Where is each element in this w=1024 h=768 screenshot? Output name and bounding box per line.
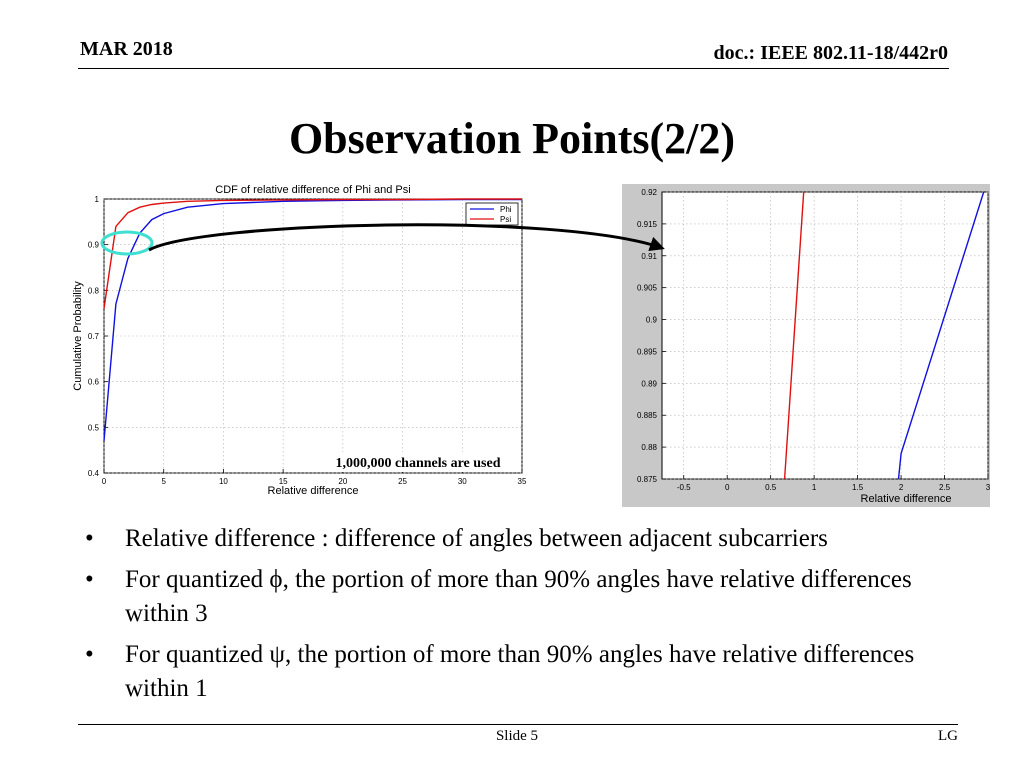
zoom-ytick-label: 0.875 xyxy=(637,475,658,484)
zoom-chart: -0.5 0 0.5 1 1.5 2 2.5 3 0.875 0.88 0.885 0.89 0.895… xyxy=(622,184,991,507)
zoom-xtick-label: 3 xyxy=(986,483,991,492)
bullet-list: • Relative difference : difference of ang… xyxy=(85,522,965,713)
bullet-text: For quantized ϕ, the portion of more tha… xyxy=(125,566,912,627)
bullet-item: • For quantized ψ, the portion of more th… xyxy=(85,638,965,706)
zoom-xtick-label: 1 xyxy=(812,483,817,492)
annotation-background xyxy=(316,452,520,472)
cdf-chart: 0 5 10 15 20 25 30 35 0.4 0.5 0.6 0.7 0.8 0.9 1 CDF of… xyxy=(72,184,527,497)
cdf-xtick-label: 5 xyxy=(161,477,166,486)
bullet-text: Relative difference : difference of angl… xyxy=(125,525,828,552)
bullet-item: • For quantized ϕ, the portion of more th… xyxy=(85,563,965,631)
zoom-xtick-label: 0.5 xyxy=(765,483,777,492)
zoom-xtick-label: -0.5 xyxy=(677,483,691,492)
zoom-series-line-phi xyxy=(783,191,805,480)
cdf-ytick-label: 1 xyxy=(95,195,100,204)
zoom-series-line-psi xyxy=(897,191,985,480)
zoom-xtick-label: 2.5 xyxy=(939,483,951,492)
zoom-ytick-label: 0.91 xyxy=(641,252,657,261)
legend-label-psi: Psi xyxy=(500,215,511,224)
zoom-ytick-label: 0.895 xyxy=(637,347,658,356)
zoom-ytick-label: 0.905 xyxy=(637,284,658,293)
cdf-title: CDF of relative difference of Phi and Ps… xyxy=(215,184,410,196)
zoom-ytick-label: 0.89 xyxy=(641,379,657,388)
cdf-ytick-label: 0.5 xyxy=(88,423,100,432)
bullet-text: For quantized ψ, the portion of more tha… xyxy=(125,641,915,702)
cdf-xlabel: Relative difference xyxy=(268,485,359,497)
zoom-xtick-label: 0 xyxy=(725,483,730,492)
zoom-ytick-label: 0.88 xyxy=(641,443,657,452)
cdf-annotation: 1,000,000 channels are used xyxy=(335,456,500,471)
cdf-xtick-label: 15 xyxy=(279,477,288,486)
footer-company: LG xyxy=(938,728,958,744)
bullet-symbol: • xyxy=(85,525,94,552)
slide-title: Observation Points(2/2) xyxy=(288,114,736,163)
cdf-legend: Phi Psi xyxy=(465,202,519,226)
cdf-series-line-psi xyxy=(103,198,522,309)
cdf-ytick-label: 0.6 xyxy=(88,378,100,387)
header-date: MAR 2018 xyxy=(80,38,173,60)
bullet-item: • Relative difference : difference of ang… xyxy=(85,522,965,556)
slide-number: Slide 5 xyxy=(495,728,539,744)
zoom-ytick-label: 0.92 xyxy=(641,188,657,197)
zoom-xtick-label: 2 xyxy=(899,483,904,492)
cdf-xtick-label: 20 xyxy=(338,477,347,486)
zoom-series xyxy=(783,191,985,480)
zoom-ticks: -0.5 0 0.5 1 1.5 2 2.5 3 0.875 0.88 0.885 0.89 0.895… xyxy=(637,188,991,492)
cdf-ytick-label: 0.8 xyxy=(88,286,100,295)
cdf-ytick-label: 0.9 xyxy=(88,241,100,250)
cdf-xtick-label: 25 xyxy=(398,477,407,486)
legend-label-phi: Phi xyxy=(500,205,512,214)
bullet-symbol: • xyxy=(85,641,94,668)
zoom-xtick-label: 1.5 xyxy=(852,483,864,492)
header-divider xyxy=(78,68,949,69)
zoom-ytick-label: 0.915 xyxy=(637,220,658,229)
cdf-ytick-label: 0.7 xyxy=(88,332,100,341)
zoom-connector-arrow xyxy=(148,223,665,252)
zoom-ytick-label: 0.9 xyxy=(646,316,658,325)
zoom-plot-area xyxy=(661,191,989,480)
header-doc-id: doc.: IEEE 802.11-18/442r0 xyxy=(713,42,948,64)
highlight-ellipse xyxy=(100,230,154,256)
figure: 0 5 10 15 20 25 30 350.40.50.60.70.80.91 CDF of… xyxy=(72,184,991,507)
cdf-xtick-label: 30 xyxy=(458,477,467,486)
cdf-ylabel: Cumulative Probability xyxy=(72,281,84,391)
cdf-xtick-label: 0 xyxy=(102,477,107,486)
zoom-ytick-label: 0.885 xyxy=(637,411,658,420)
zoom-xlabel: Relative difference xyxy=(861,493,952,505)
cdf-xtick-label: 10 xyxy=(219,477,228,486)
bullet-symbol: • xyxy=(85,566,94,593)
footer-divider xyxy=(78,724,958,725)
cdf-xtick-label: 35 xyxy=(518,477,527,486)
cdf-series xyxy=(103,198,522,442)
cdf-ytick-label: 0.4 xyxy=(88,469,100,478)
